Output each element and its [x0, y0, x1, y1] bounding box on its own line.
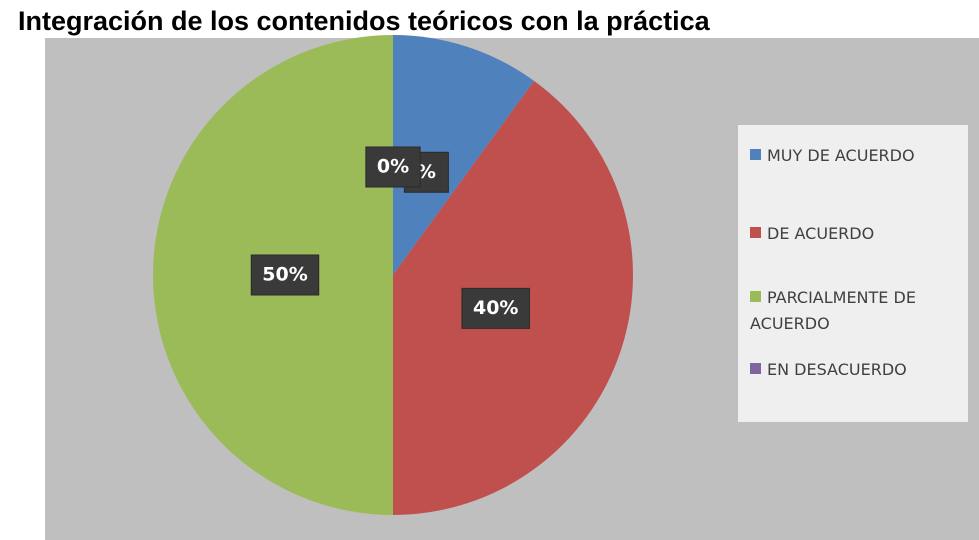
- data-label-box: [250, 254, 320, 296]
- legend-swatch: [750, 227, 761, 238]
- legend-label: MUY DE ACUERDO: [767, 146, 915, 165]
- data-label: 40%: [473, 297, 518, 319]
- legend-entry: EN DESACUERDO: [750, 357, 965, 383]
- legend-swatch: [750, 291, 761, 302]
- chart-title: Integración de los contenidos teóricos c…: [18, 6, 711, 36]
- legend-entry: MUY DE ACUERDO: [750, 143, 965, 169]
- legend-entry: PARCIALMENTE DE ACUERDO: [750, 285, 965, 337]
- pie-slice: [393, 35, 535, 275]
- data-label: %: [417, 161, 436, 183]
- legend-label: EN DESACUERDO: [767, 360, 907, 379]
- data-label-box: [461, 287, 530, 329]
- legend-entry: DE ACUERDO: [750, 221, 965, 247]
- legend-swatch: [750, 149, 761, 160]
- data-label-box: [365, 146, 421, 188]
- legend-label: PARCIALMENTE DE ACUERDO: [750, 288, 916, 333]
- data-label: 50%: [262, 264, 307, 286]
- legend-label: DE ACUERDO: [767, 224, 875, 243]
- legend-swatch: [750, 363, 761, 374]
- data-label: 0%: [377, 156, 409, 178]
- legend: MUY DE ACUERDO DE ACUERDO PARCIALMENTE DE …: [738, 125, 968, 422]
